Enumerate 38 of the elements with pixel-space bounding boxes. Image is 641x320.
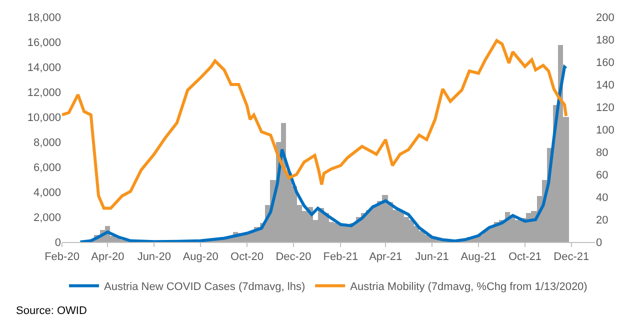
x-tick-label: Jun-21	[415, 251, 449, 264]
line-series	[62, 39, 568, 210]
x-tick-label: Feb-21	[323, 251, 358, 264]
y2-tick-label: 120	[596, 102, 614, 114]
y2-tick-label: 100	[596, 124, 614, 136]
x-tick-label: Dec-21	[554, 251, 590, 264]
x-tick-label: Jun-20	[137, 251, 171, 264]
y2-tick-label: 20	[596, 214, 608, 226]
source-note: Source: OWID	[16, 305, 87, 317]
y2-tick-label: 80	[596, 146, 608, 159]
y2-tick-label: 0	[596, 236, 602, 249]
y-tick-label: 10,000	[27, 112, 61, 124]
x-tick-label: Oct-21	[508, 251, 542, 264]
y-tick-label: 16,000	[27, 36, 61, 49]
y2-tick-label: 160	[596, 56, 614, 69]
y-tick-label: 18,000	[27, 12, 61, 24]
x-tick-label: Aug-21	[460, 251, 496, 264]
legend-label: Austria New COVID Cases (7dmavg, lhs)	[104, 281, 306, 294]
line-series	[78, 66, 568, 242]
y2-tick-label: 180	[596, 34, 614, 46]
x-tick-label: Feb-20	[44, 251, 80, 264]
x-tick-label: Apr-20	[91, 251, 124, 264]
y2-tick-label: 60	[596, 169, 608, 182]
legend-label: Austria Mobility (7dmavg, %Chg from 1/13/2020)	[350, 281, 588, 294]
y-tick-label: 0	[54, 236, 61, 249]
y-tick-label: 8,000	[33, 136, 61, 149]
y-tick-label: 2,000	[33, 212, 61, 224]
x-tick-label: Apr-21	[369, 251, 402, 264]
x-tick-label: Aug-20	[182, 251, 218, 264]
y-tick-label: 4,000	[33, 186, 61, 199]
y2-tick-label: 140	[596, 79, 614, 92]
y-tick-label: 12,000	[27, 86, 61, 99]
y2-tick-label: 40	[596, 192, 608, 204]
y-tick-label: 14,000	[27, 62, 61, 74]
x-tick-label: Oct-20	[230, 251, 264, 264]
y2-tick-label: 200	[596, 12, 614, 24]
x-tick-label: Dec-20	[276, 251, 312, 264]
y-tick-label: 6,000	[33, 162, 61, 174]
